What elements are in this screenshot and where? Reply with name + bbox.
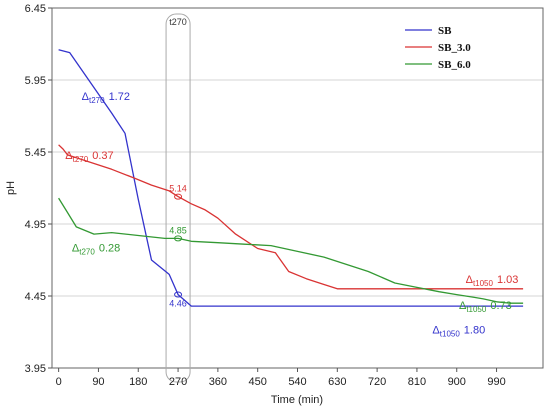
t270-marker xyxy=(174,193,183,200)
series-line-sb-6-0 xyxy=(58,197,524,304)
legend: SB SB_3.0 SB_6.0 xyxy=(405,25,471,71)
x-axis-title: Time (min) xyxy=(271,394,323,406)
delta-annotation: Δt270 1.72 xyxy=(82,91,130,105)
x-tick-label: 270 xyxy=(169,376,187,388)
y-tick-label: 5.95 xyxy=(25,75,46,87)
x-tick-label: 0 xyxy=(56,376,62,388)
legend-entry: SB_3.0 xyxy=(438,42,471,54)
x-tick-label: 540 xyxy=(288,376,306,388)
x-tick-label: 990 xyxy=(487,376,505,388)
t270-value-label: 4.85 xyxy=(169,225,187,235)
t270-highlight: t270 xyxy=(165,13,191,383)
x-tick-label: 720 xyxy=(368,376,386,388)
series-lines xyxy=(58,49,524,307)
delta-annotation: Δt1050 1.03 xyxy=(466,274,519,288)
delta-annotation: Δt1050 0.73 xyxy=(459,300,512,314)
x-tick-label: 810 xyxy=(408,376,426,388)
x-tick-label: 900 xyxy=(448,376,466,388)
delta-annotation: Δt1050 1.80 xyxy=(432,324,485,338)
legend-entry: SB xyxy=(438,25,452,37)
series-line-sb xyxy=(58,49,524,307)
legend-entry: SB_6.0 xyxy=(438,59,471,71)
y-tick-label: 5.45 xyxy=(25,147,46,159)
delta-annotations: Δt270 1.72 Δt270 0.37 Δt270 0.28 Δt1050 1.03 Δt1… xyxy=(65,91,518,338)
t270-marker xyxy=(174,291,183,298)
y-tick-label: 4.45 xyxy=(25,291,46,303)
x-tick-label: 630 xyxy=(328,376,346,388)
delta-annotation: Δt270 0.28 xyxy=(72,242,120,256)
y-tick-label: 6.45 xyxy=(25,3,46,15)
delta-annotation: Δt270 0.37 xyxy=(65,150,113,164)
x-tick-label: 360 xyxy=(209,376,227,388)
y-tick-label: 4.95 xyxy=(25,219,46,231)
x-tick-label: 90 xyxy=(92,376,104,388)
t270-value-label: 4.46 xyxy=(169,299,187,309)
axis-ticks: 3.95 4.45 4.95 5.45 5.95 6.45 0 90 180 270 360 450 5… xyxy=(25,3,506,388)
t270-highlight-box xyxy=(165,13,191,383)
t270-markers: 4.46 5.14 4.85 xyxy=(169,184,187,309)
x-tick-label: 450 xyxy=(249,376,267,388)
t270-value-label: 5.14 xyxy=(169,184,187,194)
series-line-sb-3-0 xyxy=(58,144,524,290)
x-tick-label: 180 xyxy=(129,376,147,388)
t270-highlight-label: t270 xyxy=(169,17,187,27)
t270-marker xyxy=(174,235,183,242)
y-axis-title: pH xyxy=(5,181,17,195)
y-tick-label: 3.95 xyxy=(25,363,46,375)
